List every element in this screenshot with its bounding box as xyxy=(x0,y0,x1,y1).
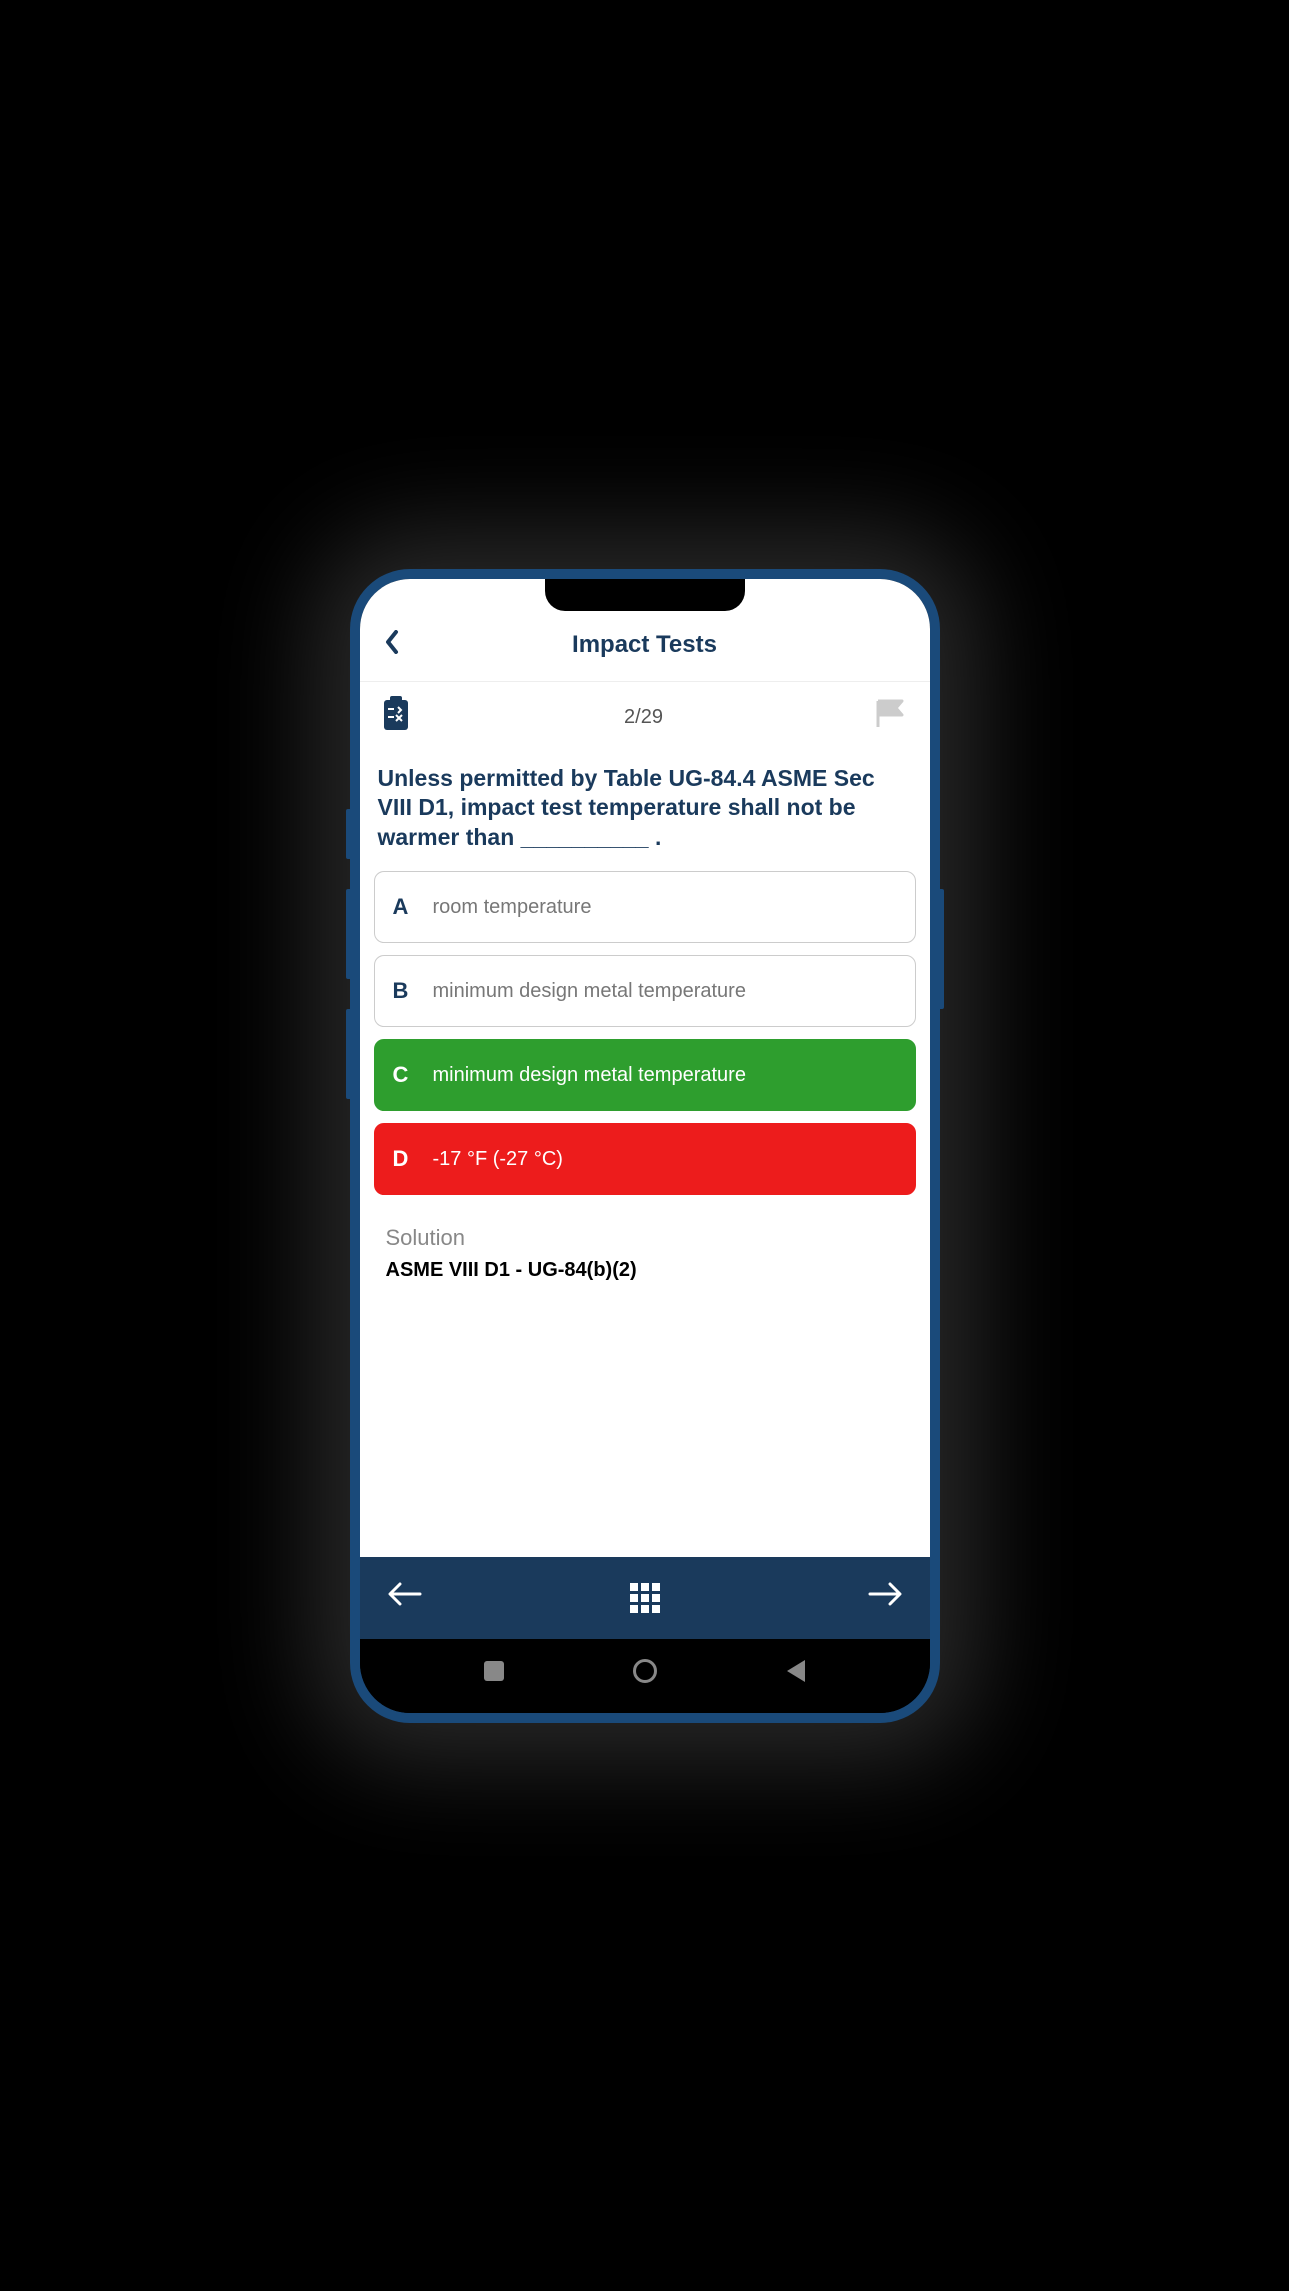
android-nav-bar xyxy=(360,1639,930,1713)
next-button[interactable] xyxy=(868,1581,902,1615)
chevron-left-icon xyxy=(384,630,400,654)
solution-label: Solution xyxy=(386,1225,904,1251)
back-button[interactable] xyxy=(384,629,414,661)
option-letter: C xyxy=(393,1062,417,1088)
solution-block: Solution ASME VIII D1 - UG-84(b)(2) xyxy=(360,1195,930,1312)
bottom-nav xyxy=(360,1557,930,1639)
spacer xyxy=(360,1312,930,1556)
grid-icon xyxy=(630,1583,660,1613)
option-text: room temperature xyxy=(433,896,592,919)
power-button xyxy=(940,889,944,1009)
page-title: Impact Tests xyxy=(414,631,876,659)
side-buttons-right xyxy=(940,889,944,1039)
option-a[interactable]: A room temperature xyxy=(374,871,916,943)
phone-inner: Impact Tests 2/29 Unless permitted by Ta… xyxy=(360,579,930,1713)
options-list: A room temperature B minimum design meta… xyxy=(360,871,930,1195)
side-buttons-left xyxy=(346,809,350,1129)
android-back[interactable] xyxy=(787,1660,805,1682)
triangle-icon xyxy=(787,1660,805,1682)
clipboard-icon[interactable] xyxy=(380,696,412,740)
option-letter: B xyxy=(393,978,417,1004)
option-text: minimum design metal temperature xyxy=(433,1064,746,1087)
question-text: Unless permitted by Table UG-84.4 ASME S… xyxy=(360,754,930,872)
android-recents[interactable] xyxy=(484,1661,504,1681)
volume-down xyxy=(346,1009,350,1099)
option-letter: A xyxy=(393,894,417,920)
option-text: minimum design metal temperature xyxy=(433,980,746,1003)
meta-row: 2/29 xyxy=(360,682,930,754)
prev-button[interactable] xyxy=(388,1581,422,1615)
circle-icon xyxy=(633,1659,657,1683)
notch xyxy=(545,579,745,611)
menu-button[interactable] xyxy=(630,1583,660,1613)
android-home[interactable] xyxy=(633,1659,657,1683)
option-b[interactable]: B minimum design metal temperature xyxy=(374,955,916,1027)
mute-switch xyxy=(346,809,350,859)
volume-up xyxy=(346,889,350,979)
square-icon xyxy=(484,1661,504,1681)
flag-icon[interactable] xyxy=(876,699,910,736)
app-screen: Impact Tests 2/29 Unless permitted by Ta… xyxy=(360,579,930,1639)
progress-counter: 2/29 xyxy=(624,706,663,729)
option-d[interactable]: D -17 °F (-27 °C) xyxy=(374,1123,916,1195)
option-letter: D xyxy=(393,1146,417,1172)
option-text: -17 °F (-27 °C) xyxy=(433,1148,563,1171)
phone-frame: Impact Tests 2/29 Unless permitted by Ta… xyxy=(350,569,940,1723)
solution-text: ASME VIII D1 - UG-84(b)(2) xyxy=(386,1259,904,1282)
option-c[interactable]: C minimum design metal temperature xyxy=(374,1039,916,1111)
